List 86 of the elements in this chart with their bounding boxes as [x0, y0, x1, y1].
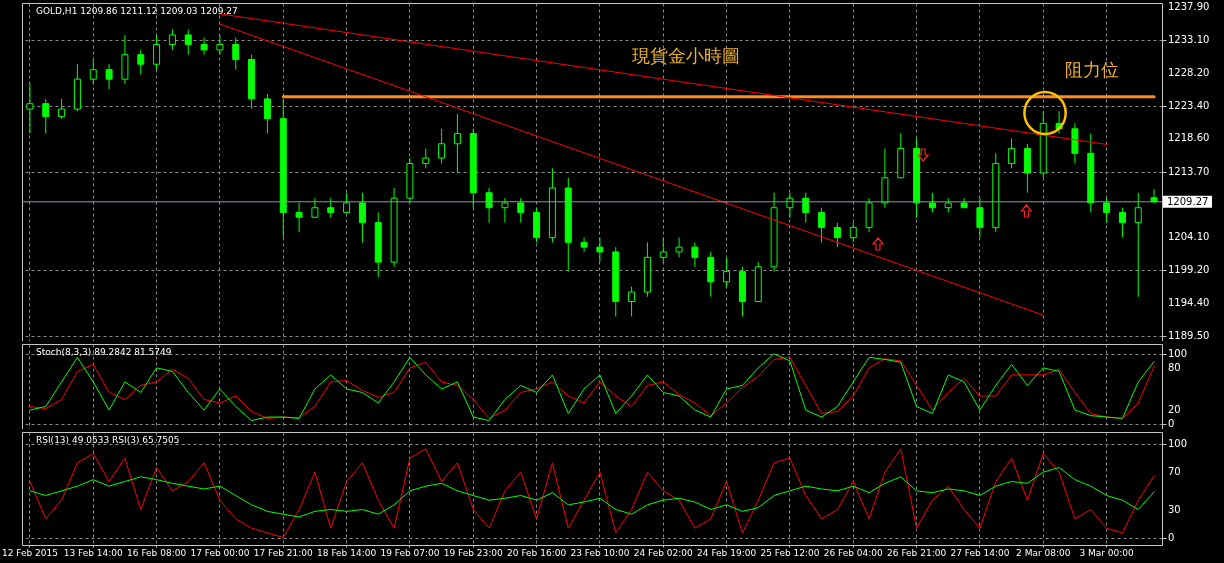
- line-series: [29, 466, 1155, 518]
- candlestick: [849, 222, 857, 243]
- y-tick-label: 0: [1168, 531, 1175, 543]
- candlestick: [358, 192, 366, 243]
- candlestick: [343, 192, 351, 213]
- ref-line-label: 1209.27: [1167, 195, 1209, 207]
- x-tick-label: 25 Feb 12:00: [760, 547, 820, 558]
- annotation: 現貨金小時圖: [631, 45, 740, 67]
- y-tick-label: 1223.40: [1168, 99, 1210, 111]
- x-tick-label: 18 Feb 14:00: [317, 547, 377, 558]
- x-tick-label: 17 Feb 21:00: [253, 547, 314, 558]
- y-tick-label: 0: [1168, 418, 1175, 430]
- y-tick-label: 1189.50: [1168, 330, 1210, 342]
- candlestick: [596, 237, 604, 263]
- candlestick: [501, 197, 509, 224]
- candlestick: [1103, 197, 1111, 224]
- y-tick-label: 1199.20: [1168, 264, 1210, 276]
- x-tick-label: 26 Feb 04:00: [823, 547, 884, 558]
- candlestick: [818, 207, 826, 243]
- candlestick: [311, 197, 319, 219]
- x-tick-label: 2 Mar 08:00: [1016, 547, 1071, 558]
- candlestick: [168, 29, 176, 51]
- candlestick: [295, 202, 303, 233]
- candlestick: [26, 83, 34, 135]
- candlestick: [928, 192, 936, 213]
- x-tick-label: 16 Feb 08:00: [127, 547, 187, 558]
- candlestick: [58, 98, 66, 120]
- candlestick: [263, 93, 271, 135]
- candlestick: [580, 237, 588, 253]
- y-tick-label: 1218.60: [1168, 132, 1210, 144]
- y-tick-label: 1204.10: [1168, 230, 1210, 242]
- candlestick: [723, 256, 731, 288]
- candlestick: [691, 241, 699, 268]
- y-tick-label: 1213.70: [1168, 165, 1210, 177]
- candlestick: [802, 192, 810, 224]
- x-tick-label: 27 Feb 14:00: [950, 547, 1010, 558]
- chart-title: RSI(13) 49.0533 RSI(3) 65.7505: [36, 435, 180, 445]
- annotation: 阻力位: [1065, 58, 1120, 80]
- y-tick-label: 1237.90: [1168, 1, 1210, 13]
- x-tick-label: 13 Feb 14:00: [63, 547, 124, 558]
- candlestick: [137, 49, 145, 75]
- x-tick-label: 23 Feb 10:00: [570, 547, 630, 558]
- y-tick-label: 1228.20: [1168, 67, 1210, 79]
- x-tick-label: 17 Feb 00:00: [190, 547, 250, 558]
- candlestick: [1118, 207, 1126, 239]
- x-tick-label: 19 Feb 07:00: [380, 547, 440, 558]
- line-series: [29, 448, 1155, 539]
- candlestick: [327, 197, 335, 219]
- x-tick-label: 20 Feb 16:00: [507, 547, 567, 558]
- y-tick-label: 1194.40: [1168, 296, 1210, 308]
- candlestick: [453, 113, 461, 174]
- candlestick: [184, 29, 192, 56]
- candlestick: [438, 128, 446, 164]
- chart-title: Stoch(8,3,3) 89.2842 81.5749: [36, 347, 172, 357]
- y-tick-label: 100: [1168, 438, 1188, 450]
- candlestick: [976, 197, 984, 239]
- y-tick-label: 100: [1168, 347, 1188, 359]
- candlestick: [485, 187, 493, 224]
- x-tick-label: 24 Feb 02:00: [633, 547, 694, 558]
- candlestick: [786, 192, 794, 219]
- x-tick-label: 19 Feb 23:00: [443, 547, 504, 558]
- candlestick: [517, 197, 525, 224]
- y-tick-label: 20: [1168, 404, 1181, 416]
- candlestick: [628, 286, 636, 318]
- candlestick: [232, 37, 240, 71]
- x-tick-label: 26 Feb 21:00: [887, 547, 947, 558]
- candlestick: [216, 34, 224, 56]
- candlestick: [89, 58, 97, 85]
- y-tick-label: 80: [1168, 361, 1181, 373]
- candlestick: [153, 34, 161, 71]
- candlestick: [105, 63, 113, 90]
- y-tick-label: 1233.10: [1168, 33, 1210, 45]
- candlestick: [1134, 192, 1142, 298]
- candlestick: [833, 222, 841, 248]
- y-tick-label: 30: [1168, 503, 1181, 515]
- candlestick: [659, 237, 667, 263]
- y-tick-label: 70: [1168, 466, 1181, 478]
- candlestick: [675, 237, 683, 258]
- candlestick: [42, 98, 50, 135]
- candlestick: [1008, 137, 1016, 169]
- x-tick-label: 24 Feb 19:00: [697, 547, 757, 558]
- candlestick: [422, 148, 430, 169]
- x-tick-label: 3 Mar 00:00: [1079, 547, 1135, 558]
- candlestick: [200, 37, 208, 56]
- chart-title: GOLD,H1 1209.86 1211.12 1209.03 1209.27: [36, 6, 238, 16]
- x-tick-label: 12 Feb 2015: [1, 547, 58, 558]
